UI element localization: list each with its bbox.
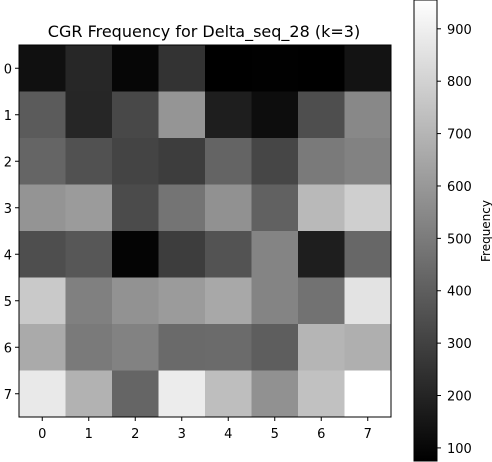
heatmap-cell: [344, 184, 392, 232]
heatmap-cell: [251, 277, 299, 325]
heatmap-cell: [205, 184, 252, 232]
heatmap-cell: [205, 370, 252, 418]
heatmap-cell: [344, 370, 392, 418]
heatmap-cell: [205, 324, 252, 371]
heatmap-cell: [298, 184, 345, 232]
heatmap-cell: [251, 45, 299, 92]
y-tick-label: 3: [4, 202, 12, 217]
heatmap-cell: [112, 184, 159, 232]
heatmap-cell: [251, 138, 299, 185]
heatmap-cell: [251, 324, 299, 371]
y-tick-label: 4: [4, 248, 12, 263]
colorbar-tick-label: 600: [447, 180, 472, 195]
heatmap-cell: [251, 184, 299, 232]
heatmap-cell: [19, 231, 66, 278]
colorbar-tick-label: 500: [447, 232, 472, 247]
heatmap-cell: [205, 45, 252, 92]
heatmap-cell: [251, 231, 299, 278]
heatmap-cell: [298, 45, 345, 92]
colorbar-tick-label: 900: [447, 23, 472, 38]
x-tick-label: 0: [38, 427, 46, 442]
heatmap-cell: [298, 324, 345, 371]
heatmap-cell: [344, 91, 392, 139]
x-tick-label: 1: [85, 427, 93, 442]
heatmap-cell: [251, 91, 299, 139]
heatmap-cell: [112, 45, 159, 92]
heatmap-cell: [251, 370, 299, 418]
heatmap-cell: [344, 277, 392, 325]
x-tick-label: 6: [317, 427, 325, 442]
x-tick-label: 5: [271, 427, 279, 442]
chart-title: CGR Frequency for Delta_seq_28 (k=3): [48, 22, 360, 42]
colorbar-tick-label: 100: [447, 442, 472, 457]
heatmap-cell: [65, 45, 113, 92]
heatmap-cells: [19, 45, 392, 418]
heatmap-cell: [65, 277, 113, 325]
heatmap-cell: [298, 370, 345, 418]
heatmap-cell: [112, 138, 159, 185]
heatmap-cell: [19, 184, 66, 232]
colorbar-tick-label: 700: [447, 128, 472, 143]
heatmap-cell: [344, 45, 392, 92]
heatmap-cell: [112, 324, 159, 371]
heatmap-cell: [158, 45, 206, 92]
colorbar-tick-label: 400: [447, 285, 472, 300]
heatmap-cell: [205, 138, 252, 185]
heatmap-cell: [65, 370, 113, 418]
heatmap-cell: [205, 277, 252, 325]
y-tick-label: 5: [4, 295, 12, 310]
heatmap-cell: [158, 370, 206, 418]
heatmap-cell: [158, 138, 206, 185]
heatmap-cell: [298, 138, 345, 185]
heatmap-cell: [65, 231, 113, 278]
x-tick-label: 7: [364, 427, 372, 442]
colorbar-label: Frequency: [479, 200, 492, 262]
heatmap-cell: [344, 324, 392, 371]
heatmap-cell: [298, 91, 345, 139]
heatmap-cell: [19, 45, 66, 92]
x-axis: 0 1 2 3 4 5 6 7: [38, 417, 372, 442]
heatmap-cell: [205, 231, 252, 278]
heatmap-cell: [298, 231, 345, 278]
heatmap-cell: [344, 231, 392, 278]
heatmap-cell: [158, 277, 206, 325]
heatmap-cell: [65, 324, 113, 371]
colorbar-tick-label: 200: [447, 390, 472, 405]
heatmap-cell: [158, 91, 206, 139]
x-tick-label: 4: [224, 427, 232, 442]
x-tick-label: 2: [131, 427, 139, 442]
y-tick-label: 7: [4, 388, 12, 403]
y-tick-label: 2: [4, 155, 12, 170]
colorbar-tick-label: 300: [447, 337, 472, 352]
heatmap-cell: [19, 324, 66, 371]
heatmap-cell: [19, 370, 66, 418]
heatmap-cell: [19, 138, 66, 185]
heatmap-cell: [19, 91, 66, 139]
heatmap-cell: [112, 91, 159, 139]
heatmap-cell: [158, 184, 206, 232]
heatmap-cell: [112, 231, 159, 278]
heatmap-cell: [112, 370, 159, 418]
x-tick-label: 3: [178, 427, 186, 442]
y-tick-label: 1: [4, 109, 12, 124]
colorbar: [413, 0, 438, 462]
heatmap-cell: [344, 138, 392, 185]
plot-frame: [18, 44, 392, 418]
heatmap-cell: [19, 277, 66, 325]
colorbar-tick-label: 800: [447, 75, 472, 90]
heatmap-cell: [158, 324, 206, 371]
heatmap-cell: [205, 91, 252, 139]
heatmap-cell: [112, 277, 159, 325]
heatmap-cell: [65, 91, 113, 139]
y-axis: 0 1 2 3 4 5 6 7: [4, 62, 19, 403]
heatmap-cell: [298, 277, 345, 325]
heatmap-cell: [65, 184, 113, 232]
colorbar-ticks: 100 200 300 400 500 600 700 800 900: [437, 23, 472, 457]
y-tick-label: 0: [4, 62, 12, 77]
heatmap-cell: [158, 231, 206, 278]
heatmap-cell: [65, 138, 113, 185]
y-tick-label: 6: [4, 341, 12, 356]
